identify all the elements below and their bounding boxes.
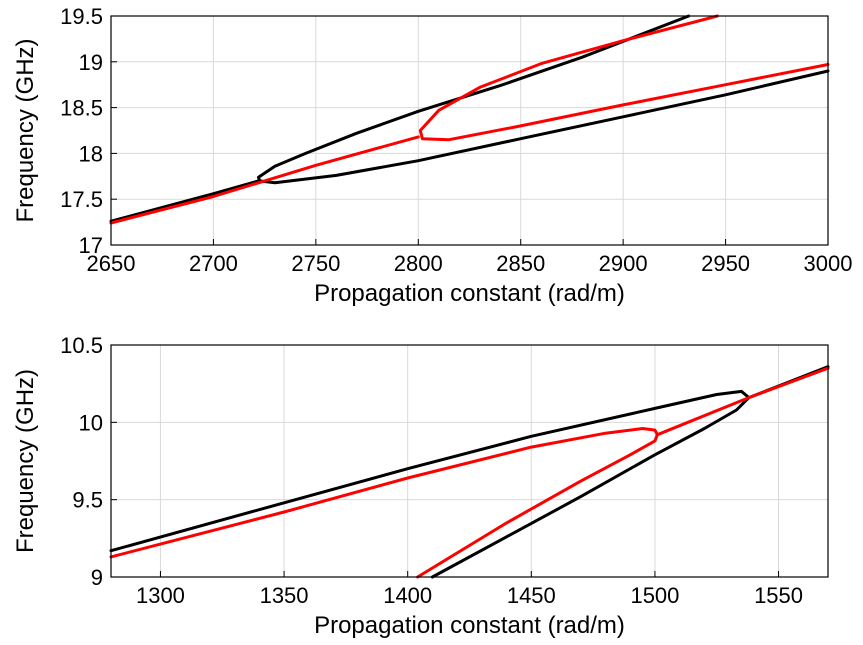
axes-frame xyxy=(110,15,829,246)
x-tick-label: 3000 xyxy=(804,251,853,276)
x-tick-label: 1500 xyxy=(630,583,679,608)
y-axis-label: Frequency (GHz) xyxy=(12,38,39,222)
x-tick-label: 1350 xyxy=(260,583,309,608)
x-tick-label: 2800 xyxy=(394,251,443,276)
x-tick-label: 2950 xyxy=(701,251,750,276)
x-tick-label: 2750 xyxy=(291,251,340,276)
x-tick-label: 1400 xyxy=(383,583,432,608)
y-tick-label: 19.5 xyxy=(60,4,103,29)
y-tick-label: 9.5 xyxy=(72,488,103,513)
x-axis-label: Propagation constant (rad/m) xyxy=(314,612,625,639)
x-tick-label: 2850 xyxy=(496,251,545,276)
y-tick-label: 9 xyxy=(91,565,103,590)
y-tick-label: 18 xyxy=(79,141,103,166)
y-axis-label: Frequency (GHz) xyxy=(12,369,39,553)
series-line-4 xyxy=(655,366,830,437)
y-tick-label: 18.5 xyxy=(60,96,103,121)
series-line-2 xyxy=(109,179,260,223)
series-line-3 xyxy=(109,135,420,225)
y-tick-label: 10 xyxy=(79,410,103,435)
series-line-3 xyxy=(109,427,659,579)
x-tick-label: 1550 xyxy=(754,583,803,608)
x-tick-label: 1450 xyxy=(507,583,556,608)
x-tick-label: 2650 xyxy=(87,251,136,276)
chart-panel-1: 2650 2700 2750 2800 2850 2900 2950 3000 17 17.5 18… xyxy=(12,4,852,307)
chart-panel-2: 1300 1350 1400 1450 1500 1550 9 9.5 10 10.5 Propag… xyxy=(12,333,830,639)
y-tick-label: 17 xyxy=(79,233,103,258)
series-line-4 xyxy=(418,14,830,142)
x-tick-label: 1300 xyxy=(136,583,185,608)
x-tick-label: 2900 xyxy=(599,251,648,276)
y-tick-label: 19 xyxy=(79,50,103,75)
x-tick-label: 2700 xyxy=(189,251,238,276)
axes-frame xyxy=(110,344,829,578)
x-axis-label: Propagation constant (rad/m) xyxy=(314,280,625,307)
series-line-1 xyxy=(109,389,751,579)
y-tick-label: 10.5 xyxy=(60,333,103,358)
y-tick-label: 17.5 xyxy=(60,187,103,212)
